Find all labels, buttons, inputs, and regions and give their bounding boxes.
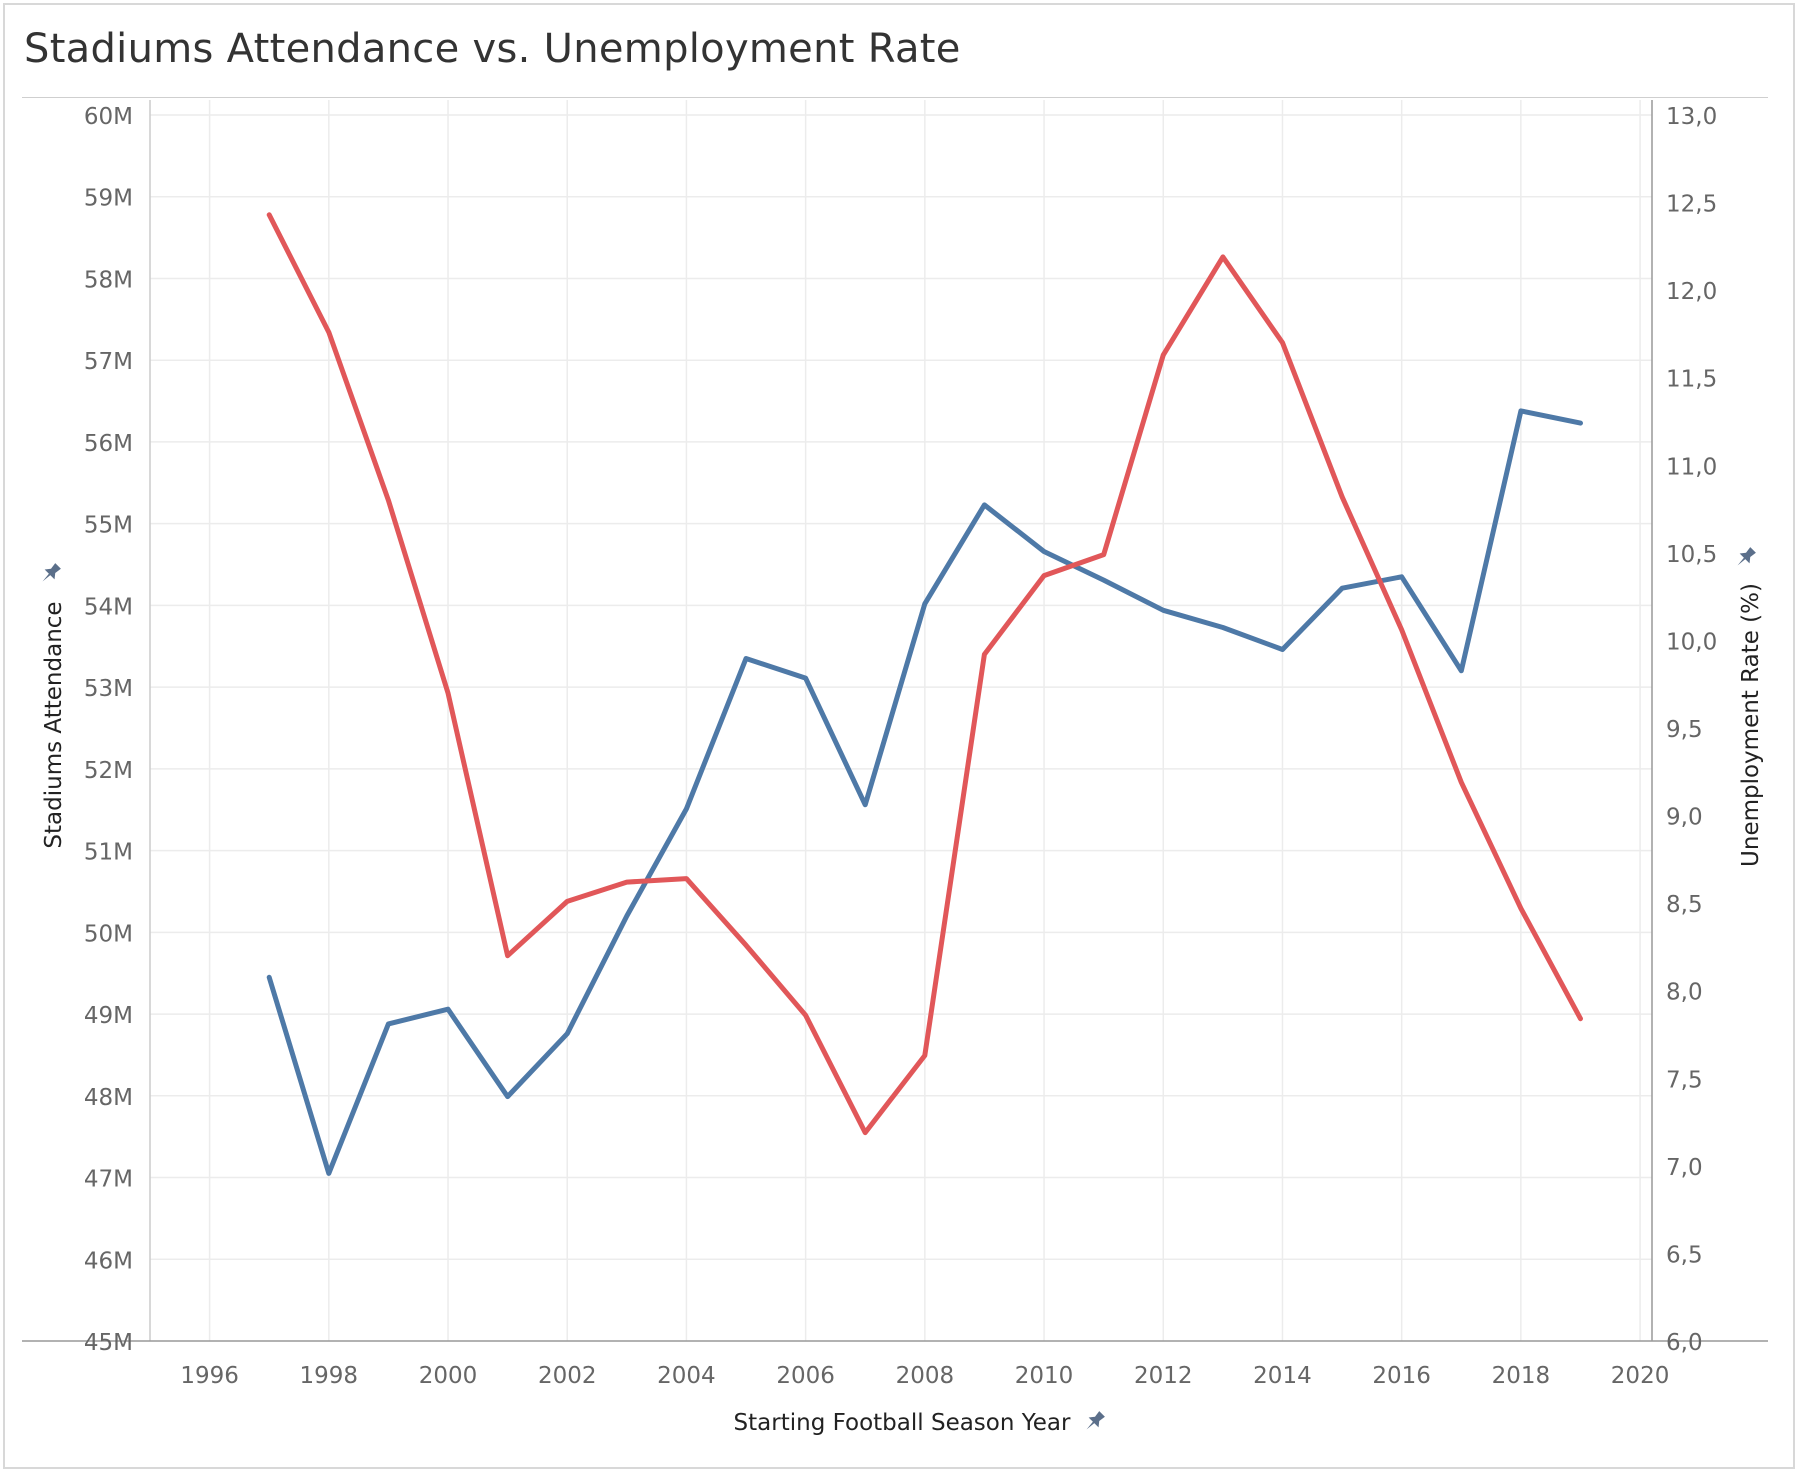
unemployment-rate-line[interactable]	[266, 212, 1583, 1136]
right-tick-label: 9,0	[1666, 805, 1703, 831]
left-tick-label: 52M	[84, 758, 133, 784]
series-lines	[266, 212, 1583, 1176]
x-tick-label: 2000	[419, 1363, 478, 1389]
chart-title: Stadiums Attendance vs. Unemployment Rat…	[24, 26, 961, 72]
right-tick-label: 6,5	[1666, 1242, 1703, 1268]
left-tick-label: 47M	[84, 1167, 133, 1193]
right-tick-label: 12,0	[1666, 279, 1717, 305]
x-tick-label: 2012	[1134, 1363, 1193, 1389]
right-tick-label: 8,0	[1666, 980, 1703, 1006]
left-tick-label: 45M	[84, 1330, 133, 1356]
left-tick-label: 49M	[84, 1003, 133, 1029]
left-tick-label: 58M	[84, 267, 133, 293]
right-tick-label: 10,5	[1666, 542, 1717, 568]
right-tick-label: 7,5	[1666, 1067, 1703, 1093]
x-tick-label: 1998	[300, 1363, 359, 1389]
x-tick-label: 1996	[180, 1363, 239, 1389]
x-tick-label: 2004	[657, 1363, 716, 1389]
left-tick-label: 60M	[84, 104, 133, 130]
right-tick-label: 13,0	[1666, 104, 1717, 130]
chart-frame	[3, 3, 1795, 1469]
left-tick-label: 48M	[84, 1085, 133, 1111]
x-tick-label: 2016	[1372, 1363, 1431, 1389]
x-axis-ticks: 1996 1998 2000 2002 2004 2006 2008 2010 2012 2014…	[180, 1363, 1669, 1389]
right-tick-label: 7,0	[1666, 1155, 1703, 1181]
left-tick-label: 55M	[84, 513, 133, 539]
left-tick-label: 53M	[84, 676, 133, 702]
left-tick-label: 56M	[84, 431, 133, 457]
x-tick-label: 2002	[538, 1363, 597, 1389]
left-tick-label: 51M	[84, 840, 133, 866]
right-tick-label: 10,0	[1666, 629, 1717, 655]
left-tick-label: 59M	[84, 186, 133, 212]
x-tick-label: 2006	[776, 1363, 835, 1389]
right-tick-label: 8,5	[1666, 892, 1703, 918]
x-tick-label: 2014	[1253, 1363, 1312, 1389]
right-tick-label: 12,5	[1666, 192, 1717, 218]
left-axis-title: Stadiums Attendance	[41, 601, 67, 848]
right-axis-pin-icon[interactable]	[1733, 545, 1758, 570]
x-tick-label: 2010	[1015, 1363, 1074, 1389]
title-divider	[22, 97, 1768, 98]
left-tick-label: 46M	[84, 1248, 133, 1274]
x-gridlines	[208, 100, 1641, 1341]
right-tick-label: 9,5	[1666, 717, 1703, 743]
x-tick-label: 2020	[1611, 1363, 1670, 1389]
right-tick-label: 11,0	[1666, 454, 1717, 480]
left-axis-pin-icon[interactable]	[38, 561, 63, 586]
stadiums-attendance-line[interactable]	[266, 408, 1583, 1176]
left-axis-ticks: 45M 46M 47M 48M 49M 50M 51M 52M 53M 54M 55M 56M 57M 5…	[84, 104, 133, 1356]
left-tick-label: 50M	[84, 921, 133, 947]
right-axis-title: Unemployment Rate (%)	[1738, 583, 1764, 867]
left-tick-label: 54M	[84, 594, 133, 620]
right-tick-label: 6,0	[1666, 1330, 1703, 1356]
right-axis-ticks: 6,0 6,5 7,0 7,5 8,0 8,5 9,0 9,5 10,0 10,5 11,0 11,5…	[1666, 104, 1717, 1356]
x-tick-label: 2018	[1492, 1363, 1551, 1389]
right-tick-label: 11,5	[1666, 367, 1717, 393]
x-tick-label: 2008	[896, 1363, 955, 1389]
x-axis-pin-icon[interactable]	[1082, 1409, 1107, 1434]
left-tick-label: 57M	[84, 349, 133, 375]
axes	[22, 100, 1768, 1342]
x-axis-title: Starting Football Season Year	[734, 1410, 1071, 1436]
y-gridlines	[150, 114, 1652, 1261]
